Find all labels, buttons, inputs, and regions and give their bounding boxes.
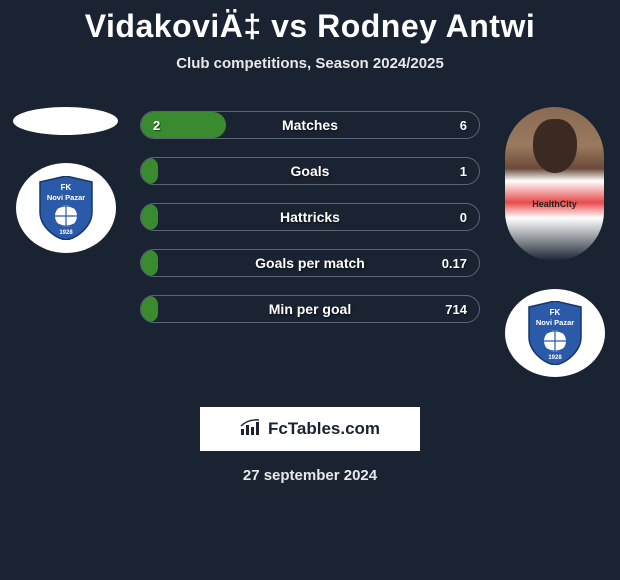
brand-box: FcTables.com	[200, 407, 420, 451]
stat-right-value: 714	[445, 302, 467, 317]
left-club-logo: FK Novi Pazar 1928	[16, 163, 116, 253]
comparison-content: FK Novi Pazar 1928 FK Novi Pazar 1928	[0, 107, 620, 367]
date-text: 27 september 2024	[0, 467, 620, 484]
left-player-avatar	[13, 107, 118, 135]
svg-text:1928: 1928	[548, 355, 562, 361]
stat-row: Goals per match0.17	[140, 249, 480, 277]
stat-right-value: 0	[460, 210, 467, 225]
left-player-column: FK Novi Pazar 1928	[8, 107, 123, 253]
svg-text:FK: FK	[60, 183, 71, 192]
stats-bars: 2Matches6 Goals1 Hattricks0 Goals per match…	[140, 111, 480, 341]
stat-label: Goals per match	[141, 255, 479, 271]
stat-right-value: 0.17	[442, 256, 467, 271]
right-club-logo: FK Novi Pazar 1928	[505, 289, 605, 377]
stat-label: Hattricks	[141, 209, 479, 225]
footer: FcTables.com 27 september 2024	[0, 407, 620, 484]
stat-right-value: 6	[460, 118, 467, 133]
svg-text:Novi Pazar: Novi Pazar	[535, 318, 573, 327]
stat-row: Goals1	[140, 157, 480, 185]
page-subtitle: Club competitions, Season 2024/2025	[0, 55, 620, 72]
chart-icon	[240, 418, 262, 441]
svg-text:FK: FK	[549, 308, 560, 317]
svg-text:Novi Pazar: Novi Pazar	[46, 193, 84, 202]
brand-text: FcTables.com	[268, 419, 380, 439]
shield-icon: FK Novi Pazar 1928	[527, 301, 583, 365]
stat-row: Hattricks0	[140, 203, 480, 231]
right-player-column: FK Novi Pazar 1928	[497, 107, 612, 377]
right-player-avatar	[505, 107, 604, 261]
stat-row: 2Matches6	[140, 111, 480, 139]
stat-label: Matches	[141, 117, 479, 133]
svg-text:1928: 1928	[59, 230, 73, 236]
shield-icon: FK Novi Pazar 1928	[38, 176, 94, 240]
page-title: VidakoviÄ‡ vs Rodney Antwi	[0, 0, 620, 45]
stat-row: Min per goal714	[140, 295, 480, 323]
stat-label: Min per goal	[141, 301, 479, 317]
stat-right-value: 1	[460, 164, 467, 179]
stat-label: Goals	[141, 163, 479, 179]
